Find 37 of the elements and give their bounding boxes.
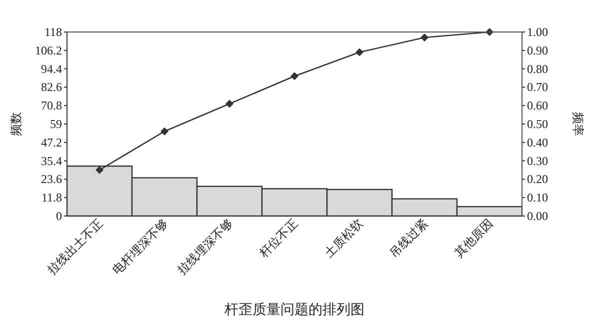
x-tick-label: 其他原因 [452,216,496,260]
y2-tick-label: 0.50 [527,117,548,131]
y2-tick-label: 0.10 [527,190,548,205]
point [420,34,428,42]
y-tick-label: 94.4 [41,62,62,76]
y-tick-label: 106.2 [35,43,62,58]
y-tick-label: 82.6 [41,80,62,94]
y2-tick-label: 0.00 [527,209,548,223]
y2-tick-label: 0.70 [527,80,548,94]
y2-tick-label: 0.90 [527,43,548,58]
y2-tick-label: 0.80 [527,62,548,76]
y-tick-label: 35.4 [41,154,62,168]
y-tick-label: 23.6 [41,172,62,186]
text: 杆歪质量问题的排列图 [224,302,364,318]
y-axis-title: 频数 [9,112,23,136]
point [290,72,298,80]
point [226,100,234,108]
y2-tick-label: 0.40 [527,135,548,150]
x-tick-label: 拉线埋深不够 [174,216,236,278]
y2-axis-title: 频率 [571,112,585,136]
y-tick-label: 11.8 [41,190,62,205]
point [96,166,104,174]
y2-tick-label: 0.20 [527,172,548,186]
y-tick-label: 47.2 [41,135,62,150]
x-tick-label: 电杆埋深不够 [110,216,171,278]
y2-tick-label: 0.60 [527,98,548,113]
y-tick-label: 70.8 [41,98,62,113]
point [160,127,168,136]
y2-tick-label: 1.00 [527,25,548,39]
x-tick-label: 杆位不正 [256,216,301,261]
y-tick-label: 0 [56,209,62,223]
y-tick-label: 118 [44,25,62,39]
point [356,48,364,56]
y2-tick-label: 0.30 [527,154,548,168]
y-tick-label: 59 [50,117,62,131]
x-tick-label: 吊线过紧 [386,216,431,260]
x-tick-label: 土质松软 [322,216,366,260]
